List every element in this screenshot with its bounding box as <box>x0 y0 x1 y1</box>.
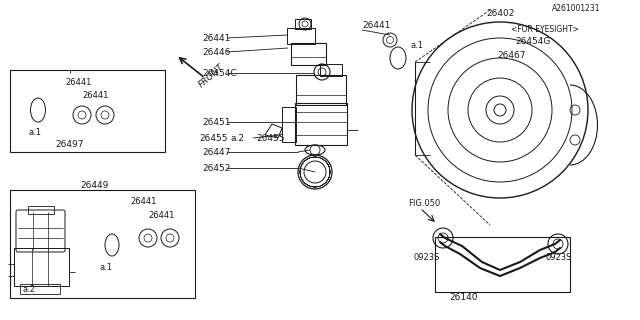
Bar <box>20 284 60 294</box>
Bar <box>14 248 69 286</box>
Bar <box>291 43 326 65</box>
Text: 26140: 26140 <box>450 293 478 302</box>
Text: 26455: 26455 <box>200 133 228 142</box>
Text: FRONT: FRONT <box>197 62 226 90</box>
Text: A261001231: A261001231 <box>552 4 600 12</box>
Text: 26441: 26441 <box>148 211 174 220</box>
Text: 26452: 26452 <box>202 164 230 172</box>
Bar <box>287 28 315 44</box>
Text: 26454C: 26454C <box>202 68 237 77</box>
Text: 26455: 26455 <box>256 133 285 142</box>
Bar <box>10 70 165 152</box>
Text: 0923S: 0923S <box>545 253 572 262</box>
Bar <box>295 103 347 145</box>
Text: 26402: 26402 <box>486 9 515 18</box>
Bar <box>296 75 346 105</box>
Text: 26447: 26447 <box>202 148 230 156</box>
Text: 26467: 26467 <box>497 51 525 60</box>
Bar <box>435 237 570 292</box>
Text: 26497: 26497 <box>56 140 84 148</box>
Text: 26454G: 26454G <box>515 36 550 45</box>
Text: <FOR EYESIGHT>: <FOR EYESIGHT> <box>511 25 579 34</box>
Bar <box>282 107 296 142</box>
Text: 26449: 26449 <box>81 180 109 189</box>
Text: 26441: 26441 <box>130 197 156 206</box>
Text: a.1: a.1 <box>99 263 113 273</box>
Bar <box>10 190 195 298</box>
Text: FIG.050: FIG.050 <box>408 199 440 209</box>
Bar <box>295 19 311 29</box>
Text: 26441: 26441 <box>202 34 230 43</box>
Text: 0923S: 0923S <box>413 253 440 262</box>
Bar <box>28 206 54 214</box>
Text: 26441: 26441 <box>82 91 108 100</box>
Text: a.1: a.1 <box>410 41 423 50</box>
Text: 26446: 26446 <box>202 47 230 57</box>
Text: 26441: 26441 <box>65 77 92 86</box>
Text: a.2: a.2 <box>22 285 35 294</box>
Text: a.2: a.2 <box>230 133 244 142</box>
Text: 26441: 26441 <box>362 20 390 29</box>
Bar <box>320 64 342 76</box>
Text: a.1: a.1 <box>28 127 41 137</box>
Text: 26451: 26451 <box>202 117 230 126</box>
